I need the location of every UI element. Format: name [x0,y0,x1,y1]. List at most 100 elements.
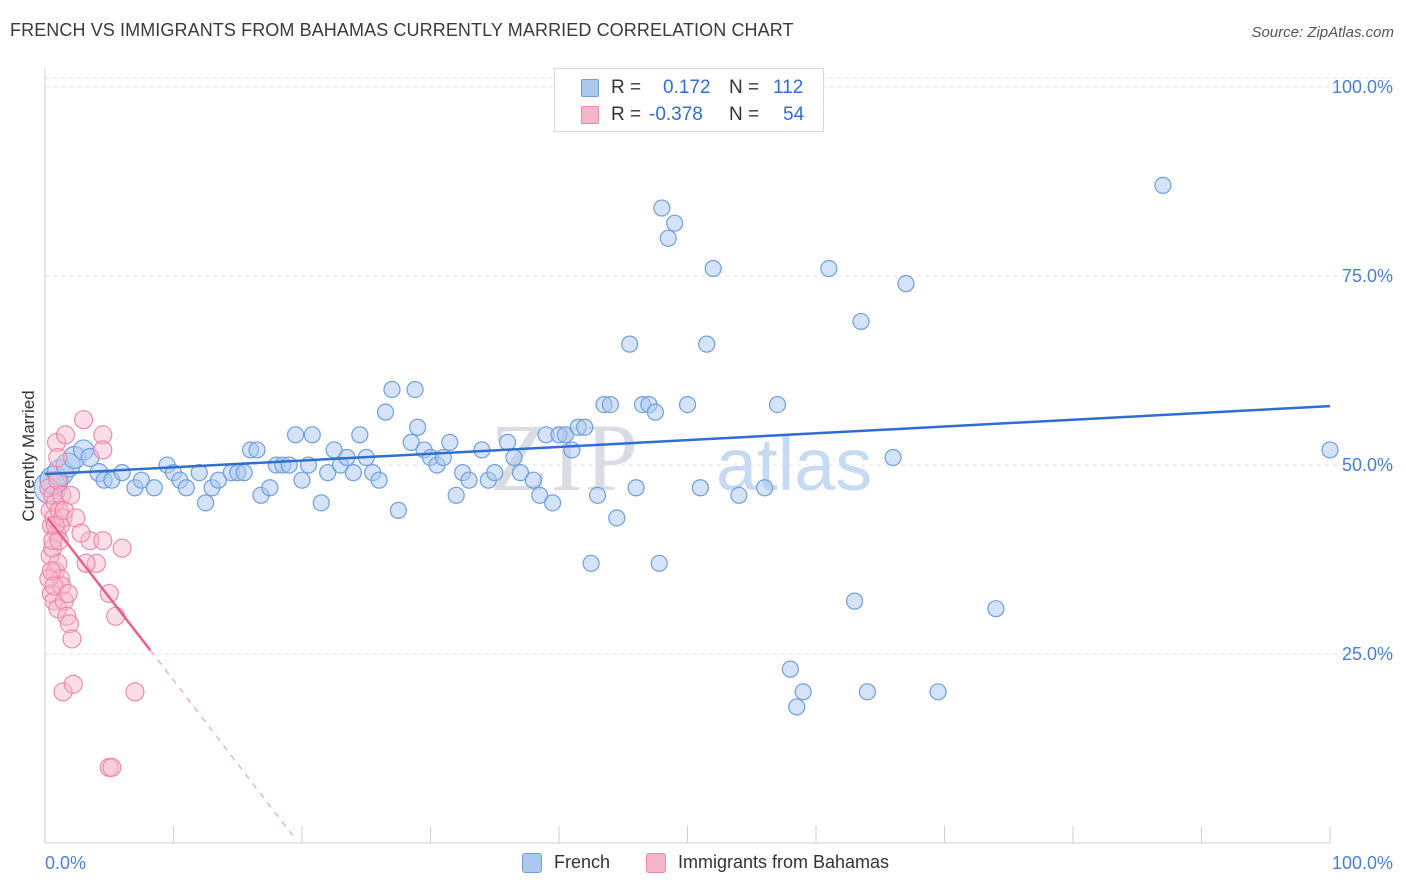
french-point [691,479,709,497]
legend-n-value: 112 [773,77,804,98]
french-point [197,494,215,512]
axes [44,68,1331,844]
bahamas-point [93,425,113,445]
bahamas-point [63,674,83,694]
french-point [755,479,774,497]
y-tick-label: 75.0% [1342,266,1393,286]
french-point [627,479,645,497]
french-point [659,229,677,247]
french-point [286,426,305,444]
french-point [698,335,716,353]
french-point [499,433,517,451]
french-point [582,554,600,572]
french-point [376,403,395,421]
bahamas-point [62,629,82,649]
tick-labels: 25.0% 50.0% 75.0% 100.0% 0.0% 100.0% [45,77,1393,873]
legend-r-label: R = [611,77,642,98]
french-point [858,683,877,701]
grid [45,77,1392,655]
french-point [505,448,523,467]
bahamas-point [57,606,77,626]
french-point [402,433,420,451]
y-tick-label: 100.0% [1332,77,1393,97]
french-point [531,486,549,504]
bahamas-point [48,447,68,468]
french-point [650,554,668,572]
french-trend-line [44,404,1331,476]
french-point [113,464,131,482]
bahamas-point [125,682,145,702]
french-point [929,683,947,701]
french-point [312,494,330,512]
bahamas-point [74,410,94,430]
french-point [261,479,279,497]
french-point [177,479,195,497]
french-point [987,600,1005,618]
french-point [293,471,311,489]
bahamas-point [102,757,122,777]
bahamas-point [58,584,78,604]
french-point [543,494,562,512]
bottom-legend-french: French [522,852,610,873]
bahamas-point [112,538,132,558]
bahamas-trend-line-extension [149,649,297,840]
bahamas-point [93,440,113,460]
french-point [344,464,362,482]
french-point [351,426,369,444]
bahamas-point [76,553,96,573]
bahamas-point [59,614,79,634]
french-point [852,312,870,331]
legend-n-value: 54 [783,104,805,125]
french-point [511,464,530,482]
legend-n-label: N = [729,104,760,125]
french-point [781,660,799,678]
french-point [820,259,838,278]
bahamas-point [43,538,63,558]
bahamas-point [106,606,126,626]
legend-n-label: N = [729,77,760,98]
x-tick-label-max: 100.0% [1332,853,1393,873]
bahamas-point [61,485,81,505]
trend-lines [44,404,1331,840]
legend-row-bahamas: R = -0.378 N = 54 [581,103,804,127]
bottom-legend-bahamas: Immigrants from Bahamas [646,852,889,873]
french-point [556,426,575,444]
french-point [646,403,664,421]
bahamas-point [86,553,106,573]
bahamas-point [93,531,113,551]
bahamas-point [48,470,68,490]
bottom-legend-swatch-french [522,852,542,873]
y-axis-label: Currently Married [19,390,38,521]
french-point [389,501,407,520]
french-point [666,214,684,232]
french-point [132,471,150,489]
french-point [409,418,427,436]
french-point [845,592,864,610]
french-point [235,464,253,482]
french-point [524,471,542,489]
french-point [788,698,806,716]
french-point [768,395,787,414]
french-point [441,433,459,451]
y-tick-label: 50.0% [1342,455,1393,475]
bahamas-point [56,425,76,445]
legend-swatch-bahamas [581,106,599,124]
french-point [190,464,208,482]
french-point [280,456,298,474]
legend-r-value: 0.172 [663,77,711,98]
bahamas-point [71,523,91,543]
french-point [621,335,639,353]
french-point [406,380,424,399]
french-point [678,395,697,414]
french-point [383,380,401,399]
y-tick-label: 25.0% [1342,644,1393,664]
bottom-legend-swatch-bahamas [646,852,666,873]
french-point [576,418,594,436]
x-tick-label-min: 0.0% [45,853,86,873]
bahamas-point [43,531,63,551]
legend-swatch-french [581,79,599,97]
french-point [653,199,671,217]
french-point [460,471,478,489]
french-points [33,176,1339,716]
